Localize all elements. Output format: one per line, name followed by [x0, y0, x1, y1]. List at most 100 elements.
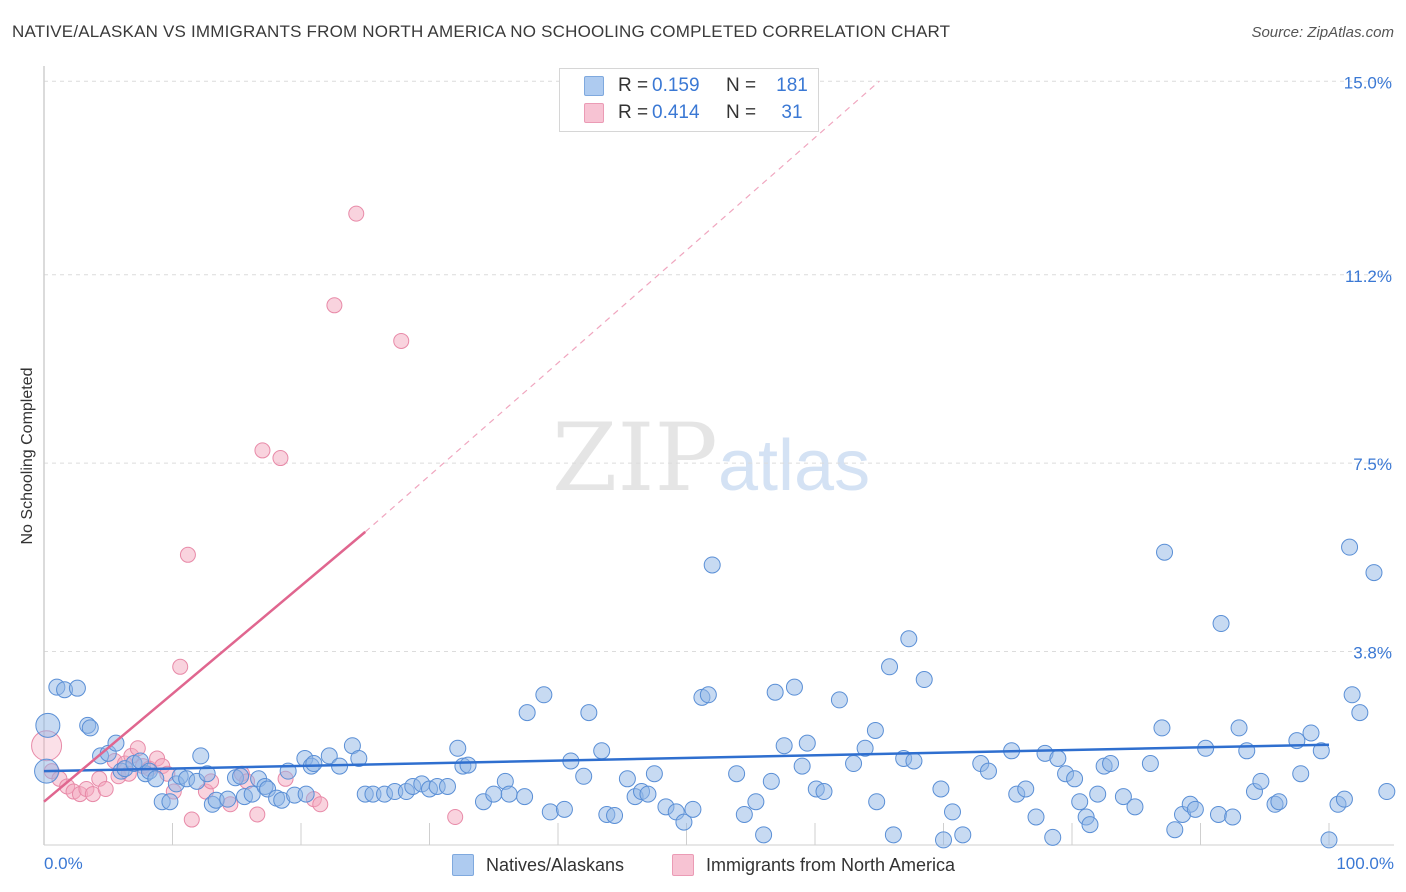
trend-line-natives [43, 743, 1330, 773]
blue-point [845, 755, 863, 773]
legend-swatch-blue [452, 854, 474, 876]
blue-point [1341, 538, 1359, 556]
blue-point [762, 772, 780, 790]
stats-r-label: R = [618, 75, 649, 96]
blue-point [535, 686, 553, 704]
blue-point [1343, 686, 1361, 704]
blue-point [219, 790, 237, 808]
legend-item-natives[interactable]: Natives/Alaskans [452, 853, 624, 877]
blue-point [1365, 564, 1383, 582]
blue-point [900, 630, 918, 648]
blue-point [728, 765, 746, 783]
pink-point [172, 658, 189, 675]
stats-swatch-blue [584, 76, 604, 96]
blue-point [868, 793, 886, 811]
blue-point [68, 679, 86, 697]
blue-point [320, 747, 338, 765]
stats-r-label: R = [618, 102, 649, 123]
blue-point [935, 831, 952, 849]
blue-point [1081, 816, 1099, 834]
blue-point [1066, 770, 1084, 788]
y-tick-label: 7.5% [1353, 455, 1392, 474]
blue-point [1102, 755, 1120, 773]
blue-point [485, 785, 503, 803]
blue-point [699, 686, 717, 704]
blue-point [1153, 719, 1171, 737]
blue-point [639, 785, 657, 803]
pink-point [97, 780, 114, 797]
y-tick-label: 11.2% [1345, 267, 1392, 286]
blue-point [449, 739, 467, 757]
blue-point [856, 739, 874, 757]
trend-line-immigrants [43, 530, 367, 803]
blue-point [775, 737, 793, 755]
blue-point [575, 767, 593, 785]
stats-r-value: 0.414 [652, 102, 700, 123]
source-label: Source: ZipAtlas.com [1251, 24, 1394, 41]
stats-n-label: N = [726, 102, 757, 123]
blue-point [192, 747, 210, 765]
blue-point [516, 788, 534, 806]
legend-item-immigrants[interactable]: Immigrants from North America [672, 853, 955, 877]
blue-point [232, 767, 250, 785]
pink-point [393, 332, 410, 349]
blue-point [438, 777, 456, 795]
blue-point [1270, 793, 1288, 811]
blue-point [1156, 543, 1174, 561]
y-tick-label: 3.8% [1353, 644, 1392, 663]
blue-point [618, 770, 636, 788]
pink-point [272, 450, 289, 467]
blue-point [1141, 755, 1159, 773]
blue-point [881, 658, 899, 676]
blue-point [606, 806, 624, 824]
blue-point [350, 749, 368, 767]
pink-point [179, 546, 196, 563]
blue-points [34, 538, 1396, 849]
blue-point [593, 742, 611, 760]
blue-point [1209, 805, 1227, 823]
blue-point [1166, 821, 1184, 839]
blue-point [305, 755, 323, 773]
blue-point [1335, 790, 1353, 808]
blue-point [518, 704, 536, 722]
y-tick-labels: 3.8% 7.5% 11.2% 15.0% [1344, 73, 1392, 662]
blue-point [161, 793, 179, 811]
blue-point [500, 785, 518, 803]
blue-point [35, 712, 61, 738]
blue-point [954, 826, 972, 844]
x-tick-label-max: 100.0% [1336, 854, 1394, 873]
blue-point [703, 556, 721, 574]
blue-point [81, 719, 99, 737]
y-tick-label: 15.0% [1344, 73, 1392, 92]
watermark-atlas: atlas [718, 426, 870, 506]
blue-point [1071, 793, 1089, 811]
blue-point [541, 803, 559, 821]
blue-point [1378, 783, 1396, 801]
trend-lines [43, 80, 1330, 803]
blue-point [1351, 704, 1369, 722]
stats-n-label: N = [726, 75, 757, 96]
blue-point [1320, 831, 1338, 849]
blue-point [766, 683, 784, 701]
pink-point [348, 205, 365, 222]
blue-point [1114, 788, 1132, 806]
pink-point [183, 811, 200, 828]
watermark-zip: ZIP [552, 404, 718, 513]
blue-point [1212, 615, 1230, 633]
stats-n-value: 181 [776, 75, 808, 96]
blue-point [1252, 772, 1270, 790]
legend: Natives/Alaskans Immigrants from North A… [0, 853, 1406, 877]
x-ticks [172, 823, 1330, 845]
blue-point [905, 752, 923, 770]
blue-point [555, 800, 573, 818]
blue-point [1312, 742, 1330, 760]
pink-point [249, 806, 266, 823]
blue-point [297, 785, 315, 803]
legend-label-natives: Natives/Alaskans [486, 854, 625, 875]
pink-point [312, 796, 329, 813]
blue-point [793, 757, 811, 775]
legend-swatch-pink [672, 854, 694, 876]
blue-point [798, 734, 816, 752]
pink-point [254, 442, 271, 459]
pink-point [447, 808, 464, 825]
